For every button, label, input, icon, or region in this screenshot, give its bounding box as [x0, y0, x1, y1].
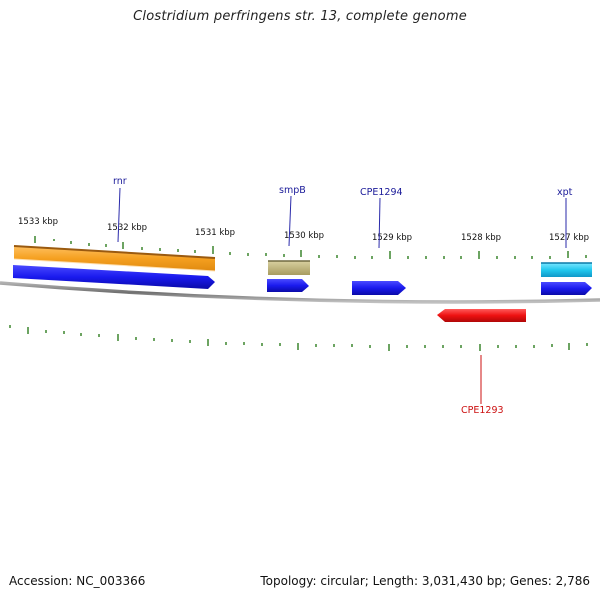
- label-leader: [378, 197, 381, 249]
- gene-label-CPE1293[interactable]: CPE1293: [461, 405, 504, 416]
- scale-label: 1532 kbp: [107, 223, 147, 233]
- inner-scale-ticks: [9, 325, 588, 351]
- gene-label-smpB[interactable]: smpB: [279, 185, 306, 196]
- scale-label: 1531 kbp: [195, 228, 235, 238]
- scale-label: 1527 kbp: [549, 233, 589, 243]
- scale-label: 1529 kbp: [372, 233, 412, 243]
- scale-label: 1530 kbp: [284, 231, 324, 241]
- scale-label: 1533 kbp: [18, 217, 58, 227]
- accession-label: Accession: NC_003366: [9, 574, 146, 588]
- genome-backbone: [0, 281, 600, 304]
- gene-xpt-feature[interactable]: [541, 262, 592, 277]
- gene-label-CPE1294[interactable]: CPE1294: [360, 187, 403, 198]
- gene-CPE1293-feature[interactable]: [437, 309, 526, 322]
- forward-cds-feature[interactable]: [267, 279, 309, 292]
- genome-summary: Topology: circular; Length: 3,031,430 bp…: [260, 574, 590, 588]
- gene-label-xpt[interactable]: xpt: [557, 187, 573, 198]
- gene-label-rnr[interactable]: rnr: [113, 176, 127, 187]
- gene-rnr-feature[interactable]: [13, 245, 216, 272]
- forward-cds-feature[interactable]: [13, 265, 215, 289]
- gene-smpB-feature[interactable]: [268, 260, 310, 275]
- gene-CPE1294-feature[interactable]: [352, 281, 406, 295]
- forward-cds-feature[interactable]: [541, 282, 592, 295]
- label-leader: [288, 195, 292, 247]
- outer-scale-ticks: [34, 236, 587, 259]
- map-title: Clostridium perfringens str. 13, complet…: [133, 9, 467, 24]
- scale-label: 1528 kbp: [461, 233, 501, 243]
- label-leader: [117, 187, 121, 243]
